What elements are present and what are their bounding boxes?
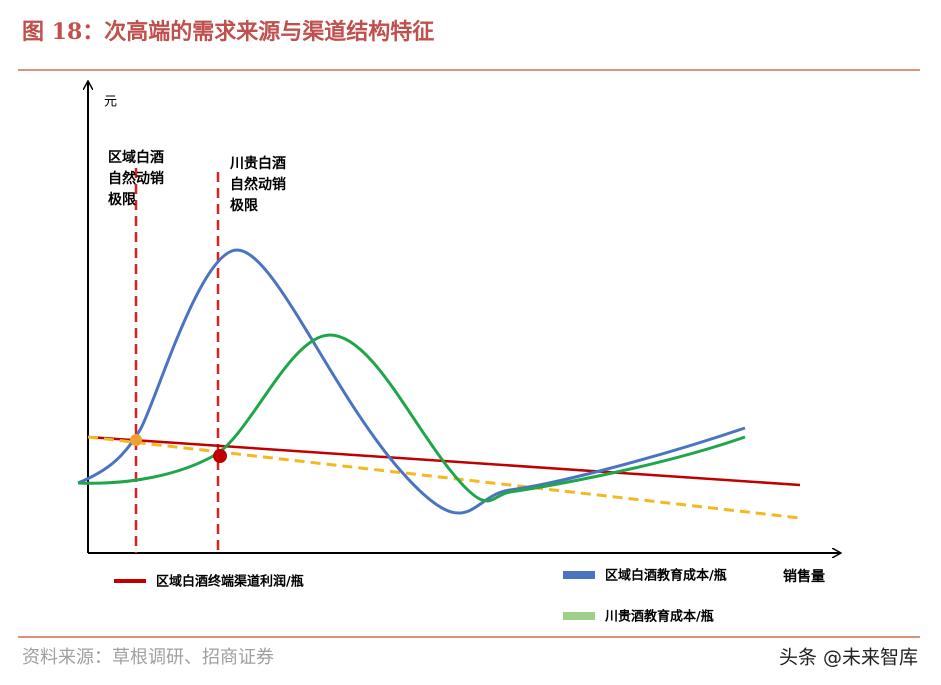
intersection-dot (130, 434, 142, 446)
trend-line (87, 435, 801, 520)
legend-swatch (563, 612, 595, 620)
regional-curve (77, 248, 746, 515)
annotation: 区域白酒 自然动销 极限 川贵白酒 自然动销 极限 (108, 149, 286, 214)
annotation-line: 极限 (230, 197, 258, 214)
annotation-line: 川贵白酒 (229, 155, 286, 172)
intersection-dot (213, 449, 227, 463)
annotation-line: 极限 (108, 191, 136, 208)
y-axis-label: 元 (104, 95, 117, 110)
title: 图 18：次高端的需求来源与渠道结构特征 (22, 19, 434, 45)
x-axis-label: 销售量 (783, 568, 825, 585)
annotation-line: 区域白酒 (108, 149, 164, 166)
source: 资料来源：草根调研、招商证券 (22, 647, 274, 668)
annotation-line: 自然动销 (108, 170, 164, 187)
legend-label: 川贵酒教育成本/瓶 (604, 609, 714, 625)
watermark: 头条 @未来智库 (779, 647, 918, 669)
legend-swatch (563, 571, 595, 579)
legend-label: 区域白酒终端渠道利润/瓶 (156, 574, 304, 590)
annotation-line: 自然动销 (230, 176, 286, 193)
legend-label: 区域白酒教育成本/瓶 (605, 568, 727, 584)
sichuan-curve (77, 333, 746, 503)
